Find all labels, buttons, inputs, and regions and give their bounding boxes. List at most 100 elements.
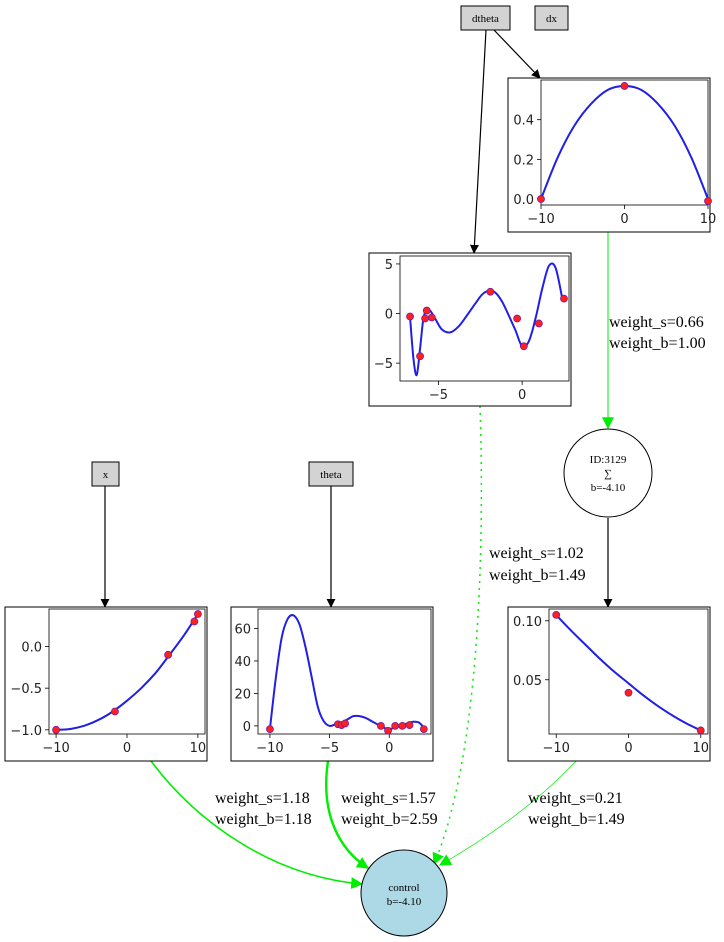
hidden-activation-curve xyxy=(555,614,702,732)
dx-activation-xtick-label: 0 xyxy=(620,212,628,227)
dtheta-activation-sample-point xyxy=(560,294,568,303)
input-node-dx-label: dx xyxy=(546,13,558,25)
hidden-activation-sample-point xyxy=(624,688,633,697)
hidden-activation-xtick-label: −10 xyxy=(543,741,570,756)
hidden-activation-xtick-label: 0 xyxy=(624,741,632,756)
edge-label-hidden-plot-weight-s: weight_s=1.02 xyxy=(489,545,584,562)
theta-activation-sample-point xyxy=(398,721,407,730)
edge-label-dx-hidden-weight-s: weight_s=0.66 xyxy=(609,314,704,331)
edge-label-x-control-weight-b: weight_b=1.18 xyxy=(215,811,312,828)
x-activation-sample-point xyxy=(52,725,60,734)
x-activation-sample-point xyxy=(190,617,199,626)
dx-activation-ticks: −10 0 10 0.0 0.2 0.4 xyxy=(513,114,716,227)
theta-activation-frame xyxy=(230,606,434,762)
dtheta-activation-sample-point xyxy=(421,314,429,323)
hidden-activation-ytick-label: 0.05 xyxy=(513,674,542,689)
edge-theta-plot-to-control xyxy=(325,760,370,870)
theta-activation-sample-point xyxy=(341,719,349,728)
theta-activation-ytick-label: 60 xyxy=(234,622,251,637)
hidden-node-sum-symbol: ∑ xyxy=(604,468,612,480)
theta-activation-ytick-label: 0 xyxy=(243,720,251,735)
edge-label-theta-control-weight-s: weight_s=1.57 xyxy=(341,790,436,807)
input-node-theta: theta xyxy=(308,461,354,487)
x-activation-frame xyxy=(4,606,208,762)
edges xyxy=(100,29,614,890)
dx-activation-plot: −10 0 10 0.0 0.2 0.4 xyxy=(507,77,716,233)
x-activation-sample-point xyxy=(111,707,119,716)
hidden-activation-frame xyxy=(507,606,711,762)
dtheta-activation-plot: −5 0 −5 0 5 xyxy=(368,252,572,407)
dtheta-activation-sample-point xyxy=(416,352,424,361)
hidden-activation-ticks: −10 0 10 0.05 0.10 xyxy=(513,615,709,756)
hidden-activation-sample-point xyxy=(696,726,705,735)
x-activation-plot: −10 0 10 −1.0 −0.5 0.0 xyxy=(4,606,208,762)
theta-activation-sample-point xyxy=(376,721,385,730)
x-activation-ytick-label: −1.0 xyxy=(10,724,42,739)
dtheta-activation-xtick-label: −5 xyxy=(429,388,448,403)
input-node-dtheta-label: dtheta xyxy=(472,13,499,25)
input-node-dtheta: dtheta xyxy=(460,5,511,31)
x-activation-xtick-label: 10 xyxy=(190,741,207,756)
hidden-node: ID:3129 ∑ b=-4.10 xyxy=(563,428,653,518)
dx-activation-ytick-label: 0.4 xyxy=(513,114,534,129)
edge-label-hidden-plot-weight-b: weight_b=1.49 xyxy=(489,567,586,584)
input-node-theta-label: theta xyxy=(320,469,341,481)
dtheta-activation-ytick-label: 5 xyxy=(385,258,393,273)
input-node-x: x xyxy=(91,461,120,487)
edge-dtheta-to-dtheta-plot xyxy=(469,29,487,254)
dx-activation-sample-point xyxy=(620,82,629,90)
theta-activation-sample-point xyxy=(391,721,400,730)
theta-activation-axes xyxy=(257,608,432,735)
dtheta-activation-frame xyxy=(368,252,572,407)
edge-label-hidden-control-weight-s: weight_s=0.21 xyxy=(528,790,623,807)
edge-label-hidden-control-weight-b: weight_b=1.49 xyxy=(528,811,625,828)
hidden-activation-xtick-label: 10 xyxy=(692,741,709,756)
theta-activation-sample-point xyxy=(419,725,428,734)
hidden-node-id: ID:3129 xyxy=(590,454,627,466)
input-node-x-label: x xyxy=(103,469,109,481)
edge-label-x-control-weight-s: weight_s=1.18 xyxy=(215,790,310,807)
theta-activation-xtick-label: −5 xyxy=(320,741,339,756)
edge-label-dx-hidden-weight-b: weight_b=1.00 xyxy=(609,335,706,352)
theta-activation-ytick-label: 20 xyxy=(234,687,251,702)
output-node-bias: b=-4.10 xyxy=(387,896,422,908)
x-activation-xtick-label: −10 xyxy=(42,741,69,756)
dtheta-activation-sample-point xyxy=(406,312,414,321)
theta-activation-ytick-label: 40 xyxy=(234,655,251,670)
x-activation-ytick-label: 0.0 xyxy=(21,641,42,656)
output-node-name: control xyxy=(388,882,419,894)
edge-hidden-plot-to-control xyxy=(438,760,577,866)
input-node-dx: dx xyxy=(534,5,569,31)
dtheta-activation-xtick-label: 0 xyxy=(518,388,526,403)
dtheta-activation-sample-point xyxy=(427,313,436,322)
dtheta-activation-axes xyxy=(399,255,570,382)
x-activation-curve xyxy=(56,613,199,731)
edge-dtheta-to-dx-plot xyxy=(493,29,541,79)
dtheta-activation-sample-point xyxy=(534,319,543,328)
theta-activation-ticks: −10 −5 0 0 20 40 60 xyxy=(234,622,393,756)
hidden-activation-plot: −10 0 10 0.05 0.10 xyxy=(507,606,711,762)
x-activation-xtick-label: 0 xyxy=(123,741,131,756)
dtheta-activation-sample-point xyxy=(486,287,495,296)
hidden-activation-sample-point xyxy=(552,610,561,619)
theta-activation-sample-point xyxy=(405,721,414,729)
dtheta-activation-sample-point xyxy=(422,306,431,315)
edge-labels: weight_s=0.66 weight_b=1.00 weight_s=1.0… xyxy=(215,314,706,828)
dx-activation-sample-point xyxy=(537,195,545,203)
theta-activation-sample-point xyxy=(384,726,392,735)
edge-dtheta-plot-to-control xyxy=(432,405,483,866)
theta-activation-xtick-label: −10 xyxy=(256,741,283,756)
dx-activation-ytick-label: 0.0 xyxy=(513,193,534,208)
edge-label-theta-control-weight-b: weight_b=2.59 xyxy=(341,811,438,828)
hidden-activation-ytick-label: 0.10 xyxy=(513,615,542,630)
dx-activation-ytick-label: 0.2 xyxy=(513,153,534,168)
theta-activation-sample-point xyxy=(266,725,274,734)
dx-activation-sample-point xyxy=(704,197,712,205)
x-activation-ytick-label: −0.5 xyxy=(10,682,42,697)
dx-activation-xtick-label: −10 xyxy=(527,212,554,227)
x-activation-ticks: −10 0 10 −1.0 −0.5 0.0 xyxy=(10,641,206,757)
dtheta-activation-sample-point xyxy=(519,342,528,351)
dtheta-activation-ytick-label: −5 xyxy=(374,357,393,372)
dtheta-activation-ticks: −5 0 −5 0 5 xyxy=(374,258,526,403)
